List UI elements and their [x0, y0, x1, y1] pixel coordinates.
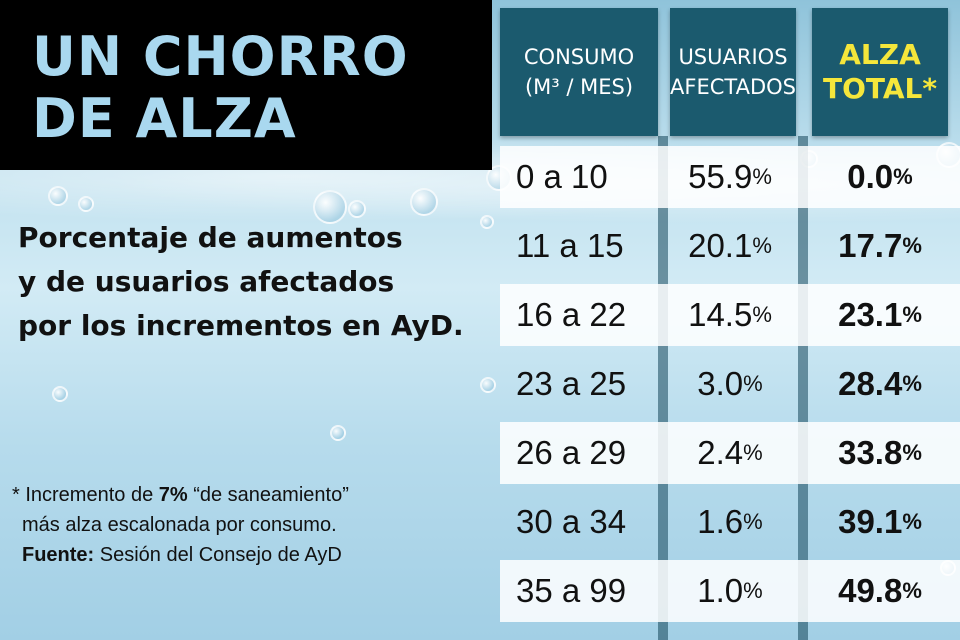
- cell-usuarios: 14.5%: [660, 284, 800, 346]
- header-usuarios-label: USUARIOS: [678, 45, 788, 69]
- column-divider: [798, 136, 808, 640]
- header-consumo-label: CONSUMO: [523, 45, 635, 69]
- percent-sign: %: [743, 509, 763, 534]
- percent-sign: %: [743, 371, 763, 396]
- percent-sign: %: [893, 164, 913, 189]
- cell-consumo: 35 a 99: [516, 572, 627, 609]
- percent-sign: %: [902, 440, 922, 465]
- bubble-decoration: [48, 186, 68, 206]
- cell-consumo: 30 a 34: [516, 503, 627, 540]
- footnote-bold-value: 7%: [158, 484, 188, 506]
- table-row: 30 a 34 1.6% 39.1%: [500, 491, 960, 553]
- footnote-prefix: * Incremento de: [12, 484, 159, 506]
- percent-sign: %: [902, 233, 922, 258]
- cell-consumo: 23 a 25: [516, 365, 627, 402]
- cell-alza: 17.7%: [810, 215, 950, 277]
- usuarios-value: 20.1: [688, 227, 753, 264]
- percent-sign: %: [743, 578, 763, 603]
- cell-consumo: 11 a 15: [516, 227, 624, 264]
- cell-usuarios: 55.9%: [660, 146, 800, 208]
- percent-sign: %: [902, 578, 922, 603]
- cell-consumo: 0 a 10: [516, 158, 608, 195]
- table-row: 26 a 29 2.4% 33.8%: [500, 422, 960, 484]
- percent-sign: %: [902, 371, 922, 396]
- percent-sign: %: [752, 164, 772, 189]
- table-row: 35 a 99 1.0% 49.8%: [500, 560, 960, 622]
- percent-sign: %: [752, 302, 772, 327]
- header-consumo-unit: (M³ / MES): [524, 75, 634, 99]
- header-alza-label-2: TOTAL*: [823, 72, 937, 105]
- table-row: 16 a 22 14.5% 23.1%: [500, 284, 960, 346]
- subtitle: Porcentaje de aumentos y de usuarios afe…: [18, 221, 464, 342]
- bubble-decoration: [313, 190, 347, 224]
- cell-usuarios: 1.0%: [660, 560, 800, 622]
- alza-value: 17.7: [838, 227, 903, 264]
- title-box: UN CHORRO DE ALZA: [0, 0, 492, 170]
- source-label: Fuente:: [22, 544, 95, 566]
- bubble-decoration: [480, 215, 494, 229]
- header-consumo: CONSUMO (M³ / MES): [500, 8, 658, 136]
- cell-consumo: 26 a 29: [516, 434, 627, 471]
- footnote-line-1: * Incremento de 7% “de saneamiento”: [12, 480, 492, 510]
- usuarios-value: 55.9: [688, 158, 753, 195]
- bubble-decoration: [52, 386, 68, 402]
- bubble-decoration: [348, 200, 366, 218]
- table-row: 23 a 25 3.0% 28.4%: [500, 353, 960, 415]
- cell-alza: 23.1%: [810, 284, 950, 346]
- cell-consumo: 16 a 22: [516, 296, 627, 333]
- page-title: UN CHORRO DE ALZA: [32, 25, 409, 150]
- source-text: Sesión del Consejo de AyD: [94, 544, 342, 566]
- header-usuarios-label-2: AFECTADOS: [670, 75, 796, 99]
- cell-usuarios: 2.4%: [660, 422, 800, 484]
- cell-alza: 28.4%: [810, 353, 950, 415]
- cell-usuarios: 20.1%: [660, 215, 800, 277]
- bubble-decoration: [330, 425, 346, 441]
- footnote: * Incremento de 7% “de saneamiento” más …: [12, 480, 492, 570]
- usuarios-value: 14.5: [688, 296, 753, 333]
- cell-alza: 0.0%: [810, 146, 950, 208]
- table-row: 0 a 10 55.9% 0.0%: [500, 146, 960, 208]
- usuarios-value: 1.0: [697, 572, 744, 609]
- cell-alza: 49.8%: [810, 560, 950, 622]
- alza-value: 49.8: [838, 572, 903, 609]
- bubble-decoration: [480, 377, 496, 393]
- alza-value: 39.1: [838, 503, 903, 540]
- column-divider: [658, 136, 668, 640]
- percent-sign: %: [743, 440, 763, 465]
- cell-alza: 39.1%: [810, 491, 950, 553]
- table-row: 11 a 15 20.1% 17.7%: [500, 215, 960, 277]
- percent-sign: %: [752, 233, 772, 258]
- footnote-suffix: “de saneamiento”: [187, 484, 349, 506]
- alza-value: 33.8: [838, 434, 903, 471]
- usuarios-value: 2.4: [697, 434, 744, 471]
- header-alza-label: ALZA: [839, 38, 921, 71]
- percent-sign: %: [902, 509, 922, 534]
- alza-value: 0.0: [847, 158, 894, 195]
- footnote-line-2: más alza escalonada por consumo.: [22, 514, 337, 536]
- bubble-decoration: [78, 196, 94, 212]
- source-line: Fuente: Sesión del Consejo de AyD: [12, 540, 492, 570]
- bubble-decoration: [410, 188, 438, 216]
- usuarios-value: 1.6: [697, 503, 744, 540]
- cell-usuarios: 3.0%: [660, 353, 800, 415]
- usuarios-value: 3.0: [697, 365, 744, 402]
- header-usuarios: USUARIOS AFECTADOS: [670, 8, 796, 136]
- alza-value: 28.4: [838, 365, 903, 402]
- header-alza: ALZA TOTAL*: [812, 8, 948, 136]
- cell-usuarios: 1.6%: [660, 491, 800, 553]
- percent-sign: %: [902, 302, 922, 327]
- cell-alza: 33.8%: [810, 422, 950, 484]
- alza-value: 23.1: [838, 296, 903, 333]
